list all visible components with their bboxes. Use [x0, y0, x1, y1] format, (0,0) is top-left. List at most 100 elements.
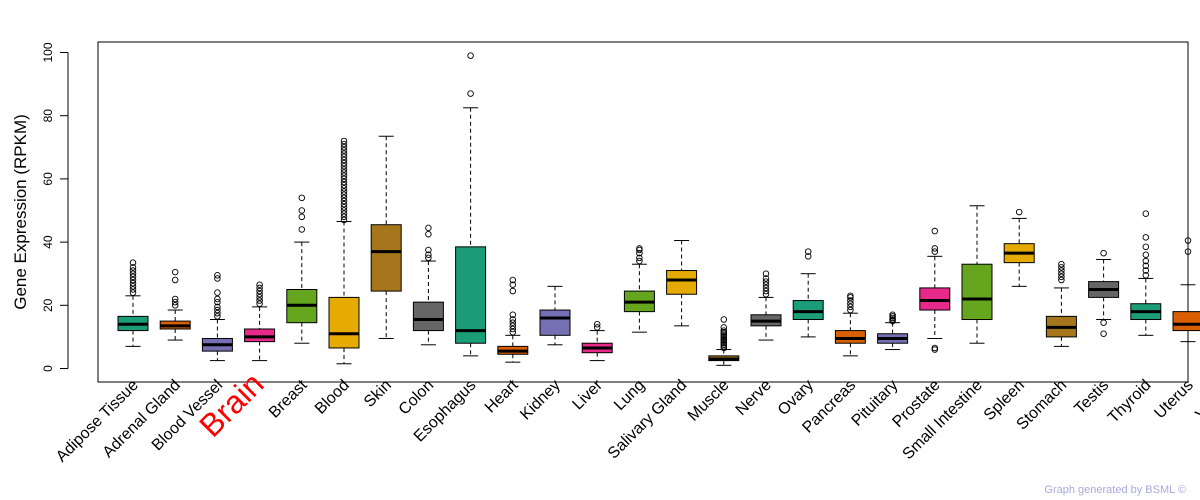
- box-group-blood: [328, 137, 360, 365]
- outlier-point: [340, 140, 348, 148]
- box: [539, 309, 571, 336]
- outlier-point: [129, 259, 137, 266]
- outlier-point: [425, 230, 432, 238]
- box: [1172, 311, 1200, 332]
- outlier-point: [129, 276, 137, 284]
- outlier-point: [1058, 260, 1065, 268]
- outlier-point: [129, 279, 137, 287]
- outlier-point: [1142, 243, 1150, 251]
- outlier-point: [1142, 262, 1150, 270]
- outlier-point: [340, 216, 348, 224]
- outlier-point: [340, 147, 348, 154]
- outlier-point: [847, 292, 854, 300]
- box-group-uterus: [1172, 237, 1200, 343]
- outlier-point: [340, 172, 348, 179]
- outlier-point: [214, 275, 221, 282]
- outlier-point: [1142, 234, 1150, 241]
- outlier-point: [1100, 330, 1107, 337]
- outlier-point: [171, 276, 179, 284]
- category-label: Blood: [312, 377, 353, 418]
- outlier-point: [1184, 248, 1192, 255]
- outlier-point: [425, 254, 432, 262]
- outlier-point: [847, 303, 854, 311]
- box: [370, 224, 402, 292]
- outlier-point: [171, 295, 179, 303]
- outlier-point: [298, 213, 306, 221]
- outlier-point: [931, 227, 939, 235]
- outlier-point: [804, 253, 812, 260]
- outlier-point: [214, 306, 221, 314]
- box-group-muscle: [708, 316, 740, 366]
- box-group-adrenal-gland: [159, 268, 191, 341]
- boxes: [117, 52, 1200, 366]
- category-label: Uterus: [1151, 377, 1196, 422]
- plot-frame: [97, 41, 1189, 383]
- outlier-point: [762, 278, 770, 285]
- category-label: Vagina: [1193, 377, 1200, 423]
- box: [328, 296, 360, 349]
- outlier-point: [340, 191, 348, 198]
- box: [961, 263, 993, 321]
- outlier-point: [509, 281, 517, 289]
- outlier-point: [1184, 237, 1192, 244]
- outlier-point: [509, 328, 517, 336]
- outlier-point: [1058, 273, 1065, 281]
- outlier-point: [425, 224, 432, 232]
- outlier-point: [340, 185, 348, 192]
- outlier-point: [931, 346, 939, 353]
- outlier-point: [340, 166, 348, 173]
- box-group-nerve: [750, 270, 782, 341]
- outlier-point: [340, 178, 348, 186]
- outlier-point: [171, 268, 179, 276]
- outlier-point: [298, 207, 306, 214]
- outlier-point: [1058, 267, 1065, 274]
- y-tick-label: 20: [41, 298, 55, 312]
- box-group-spleen: [1003, 208, 1035, 287]
- outlier-point: [256, 300, 263, 307]
- outlier-point: [298, 194, 306, 202]
- outlier-point: [804, 248, 812, 255]
- outlier-point: [762, 287, 770, 295]
- outlier-point: [340, 163, 348, 170]
- outlier-point: [762, 270, 770, 277]
- box: [412, 301, 444, 332]
- outlier-point: [340, 207, 348, 214]
- outlier-point: [509, 276, 517, 284]
- outlier-point: [256, 290, 263, 298]
- outlier-point: [214, 272, 221, 279]
- box: [792, 300, 824, 321]
- outlier-point: [509, 311, 517, 319]
- outlier-point: [509, 287, 517, 295]
- outlier-point: [214, 298, 221, 306]
- outlier-point: [1142, 257, 1150, 265]
- outlier-point: [1142, 272, 1150, 279]
- box-group-liver: [581, 321, 613, 362]
- box-group-esophagus: [455, 52, 487, 357]
- outlier-point: [425, 251, 432, 258]
- outlier-point: [129, 267, 137, 274]
- outlier-point: [340, 159, 348, 167]
- outlier-point: [847, 306, 854, 314]
- box-group-brain: [244, 281, 276, 362]
- box-group-ovary: [792, 248, 824, 338]
- box: [666, 270, 698, 295]
- category-label: Testis: [1071, 377, 1112, 418]
- outlier-point: [889, 311, 896, 319]
- outlier-point: [467, 90, 474, 97]
- outlier-point: [931, 248, 939, 255]
- outlier-point: [256, 284, 263, 292]
- outlier-point: [1142, 267, 1150, 274]
- box-group-adipose-tissue: [117, 259, 149, 347]
- outlier-point: [340, 144, 348, 151]
- outlier-point: [214, 313, 221, 320]
- box-group-thyroid: [1130, 210, 1162, 336]
- box: [919, 287, 951, 311]
- outlier-point: [256, 294, 263, 301]
- outlier-point: [762, 290, 770, 298]
- credit-text: Graph generated by BSML ©: [1044, 484, 1186, 496]
- box-group-pituitary: [877, 311, 909, 351]
- outlier-point: [256, 281, 263, 289]
- outlier-point: [1100, 319, 1107, 326]
- outlier-point: [636, 245, 643, 252]
